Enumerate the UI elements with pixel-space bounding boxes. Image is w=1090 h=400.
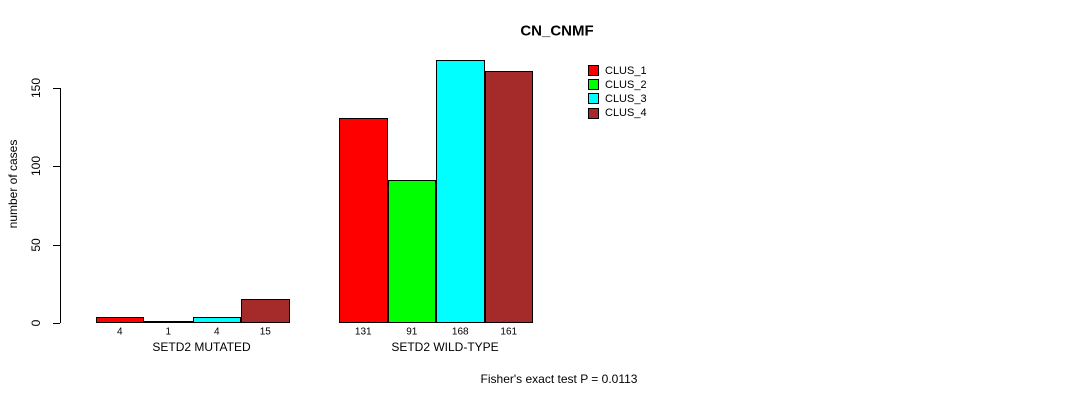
legend-swatch-clus_1 xyxy=(588,65,599,76)
bar-value-label: 168 xyxy=(451,326,469,337)
bar-clus_2-group2 xyxy=(387,180,436,323)
chart-title: CN_CNMF xyxy=(520,22,594,40)
y-axis-title: number of cases xyxy=(6,139,20,229)
bar-clus_1-group2 xyxy=(339,118,388,323)
bar-clus_4-group2 xyxy=(484,71,533,323)
y-axis-tick-label: 50 xyxy=(29,237,43,252)
legend-label-clus_4: CLUS_4 xyxy=(605,107,647,120)
legend-swatch-clus_3 xyxy=(588,93,599,105)
bar-value-label: 131 xyxy=(354,326,372,337)
bar-clus_2-group1 xyxy=(144,321,193,323)
y-axis-tick xyxy=(53,244,60,246)
x-axis-group-label: SETD2 MUTATED xyxy=(152,339,251,354)
bar-value-label: 4 xyxy=(213,326,220,337)
legend-swatch-clus_4 xyxy=(588,107,599,119)
bar-clus_1-group1 xyxy=(95,317,144,323)
y-axis-tick xyxy=(53,166,60,168)
bar-clus_3-group2 xyxy=(436,60,485,323)
y-axis-tick-label: 100 xyxy=(29,156,43,177)
legend-swatch-clus_2 xyxy=(588,79,599,91)
y-axis-line xyxy=(60,88,61,323)
bar-value-label: 1 xyxy=(165,326,172,337)
y-axis-tick xyxy=(53,323,60,324)
annotation-text: Fisher's exact test P = 0.0113 xyxy=(480,372,638,386)
legend-label-clus_2: CLUS_2 xyxy=(605,78,647,91)
legend-label-clus_1: CLUS_1 xyxy=(605,64,647,77)
bar-value-label: 161 xyxy=(500,326,518,337)
bar-value-label: 15 xyxy=(259,326,271,337)
y-axis-tick xyxy=(53,88,60,89)
y-axis-tick-label: 150 xyxy=(29,77,43,99)
bar-clus_4-group1 xyxy=(241,299,290,323)
bar-clus_3-group1 xyxy=(192,317,241,323)
legend-label-clus_3: CLUS_3 xyxy=(605,92,647,105)
y-axis-tick-label: 0 xyxy=(29,319,43,327)
bar-value-label: 91 xyxy=(406,326,418,337)
x-axis-group-label: SETD2 WILD-TYPE xyxy=(391,339,499,354)
bar-value-label: 4 xyxy=(116,326,123,337)
